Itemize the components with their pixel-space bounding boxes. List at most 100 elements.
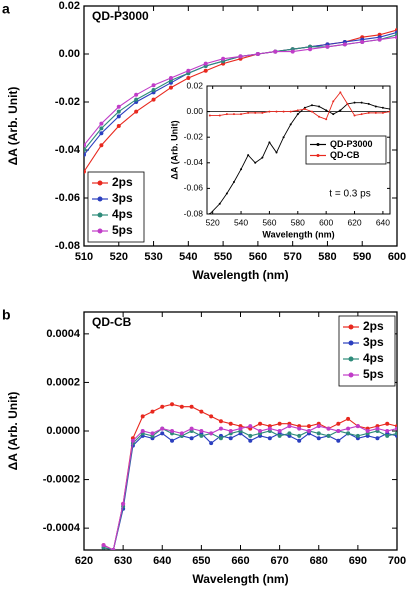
data-point	[189, 404, 194, 409]
y-tick-label: 0.02	[59, 0, 80, 12]
y-tick-label: -0.08	[184, 208, 204, 218]
data-point	[268, 141, 271, 144]
data-point	[247, 154, 250, 157]
data-point	[385, 421, 390, 426]
panel: 520 540 560 580 600 620 640 -0.08 -0.06 -0.04 -0.0…	[169, 80, 391, 239]
data-point	[308, 47, 313, 52]
data-point	[287, 431, 292, 436]
legend-marker	[97, 180, 103, 186]
data-point	[275, 110, 278, 113]
x-tick-label: 550	[214, 251, 232, 263]
data-point	[179, 431, 184, 436]
data-point	[316, 424, 321, 429]
data-point	[189, 436, 194, 441]
data-point	[218, 436, 223, 441]
data-point	[306, 429, 311, 433]
data-point	[151, 97, 156, 102]
data-point	[389, 108, 390, 111]
data-point	[84, 169, 86, 174]
y-tick-label: 0.0002	[46, 376, 80, 388]
data-point	[140, 414, 145, 419]
legend-label: 2ps	[112, 175, 133, 189]
chart-title: QD-CB	[92, 315, 132, 329]
data-point	[267, 426, 272, 431]
x-tick-label: 510	[75, 251, 93, 263]
y-tick-label: -0.04	[184, 157, 204, 167]
legend-marker	[97, 196, 103, 202]
data-point	[218, 202, 221, 205]
data-point	[179, 404, 184, 409]
y-tick-label: 0.00	[186, 106, 203, 116]
plot-data	[84, 28, 397, 174]
legend-marker	[316, 143, 320, 146]
y-axis-label: ΔA (Arb. Unit)	[6, 87, 20, 166]
x-tick-label: 560	[249, 251, 267, 263]
data-point	[289, 123, 292, 126]
data-point	[310, 104, 313, 107]
legend-label: 5ps	[112, 223, 133, 237]
data-point	[150, 431, 155, 436]
plot-data	[101, 402, 397, 550]
x-tick-label: 520	[110, 251, 128, 263]
data-point	[203, 61, 208, 66]
legend-label: QD-P3000	[330, 139, 373, 149]
data-point	[353, 101, 356, 104]
data-point	[150, 409, 155, 414]
legend-marker	[97, 212, 103, 218]
y-tick-label: -0.04	[55, 144, 81, 156]
data-point	[232, 181, 235, 183]
data-point	[296, 113, 299, 116]
data-point	[268, 110, 271, 113]
data-point	[168, 76, 173, 80]
data-point	[209, 441, 214, 446]
data-point	[325, 44, 330, 49]
data-point	[99, 121, 104, 126]
data-point	[336, 438, 341, 443]
data-point	[360, 113, 363, 116]
data-point	[385, 433, 390, 438]
data-point	[273, 49, 278, 54]
data-point	[365, 429, 370, 433]
data-point	[248, 438, 253, 443]
legend-label: 3ps	[363, 335, 384, 349]
legend-label: 4ps	[112, 207, 133, 221]
data-point	[170, 438, 175, 443]
data-point	[375, 426, 380, 431]
data-point	[199, 409, 204, 414]
data-point	[346, 102, 349, 105]
data-point	[318, 105, 321, 108]
data-point	[208, 114, 211, 117]
panel-label: b	[2, 307, 11, 323]
x-tick-label: 580	[318, 251, 336, 263]
x-tick-label: 650	[192, 555, 210, 567]
data-point	[84, 148, 86, 152]
data-point	[336, 421, 341, 426]
legend-box	[338, 315, 396, 387]
data-point	[316, 431, 321, 436]
data-point	[116, 124, 121, 128]
data-point	[303, 108, 306, 111]
legend-box	[305, 135, 387, 165]
x-tick-label: 640	[153, 555, 171, 567]
data-point	[218, 114, 221, 117]
data-point	[99, 143, 104, 148]
x-tick-label: 600	[319, 217, 333, 227]
y-tick-label: -0.02	[184, 131, 204, 141]
x-tick-label: 540	[179, 251, 197, 263]
legend-marker	[316, 154, 320, 157]
data-point	[332, 100, 335, 103]
data-point	[160, 426, 165, 431]
legend-label: 3ps	[112, 191, 133, 205]
legend-marker	[97, 228, 103, 234]
data-point	[342, 42, 347, 47]
x-tick-label: 680	[310, 555, 328, 567]
data-point	[316, 436, 321, 441]
x-tick-label: 620	[75, 555, 93, 567]
legend-box	[87, 171, 145, 243]
data-point	[277, 421, 282, 426]
series-line	[209, 91, 390, 120]
x-axis-label: Wavelength (nm)	[192, 572, 288, 586]
data-point	[99, 131, 104, 136]
legend-label: QD-CB	[330, 150, 360, 160]
